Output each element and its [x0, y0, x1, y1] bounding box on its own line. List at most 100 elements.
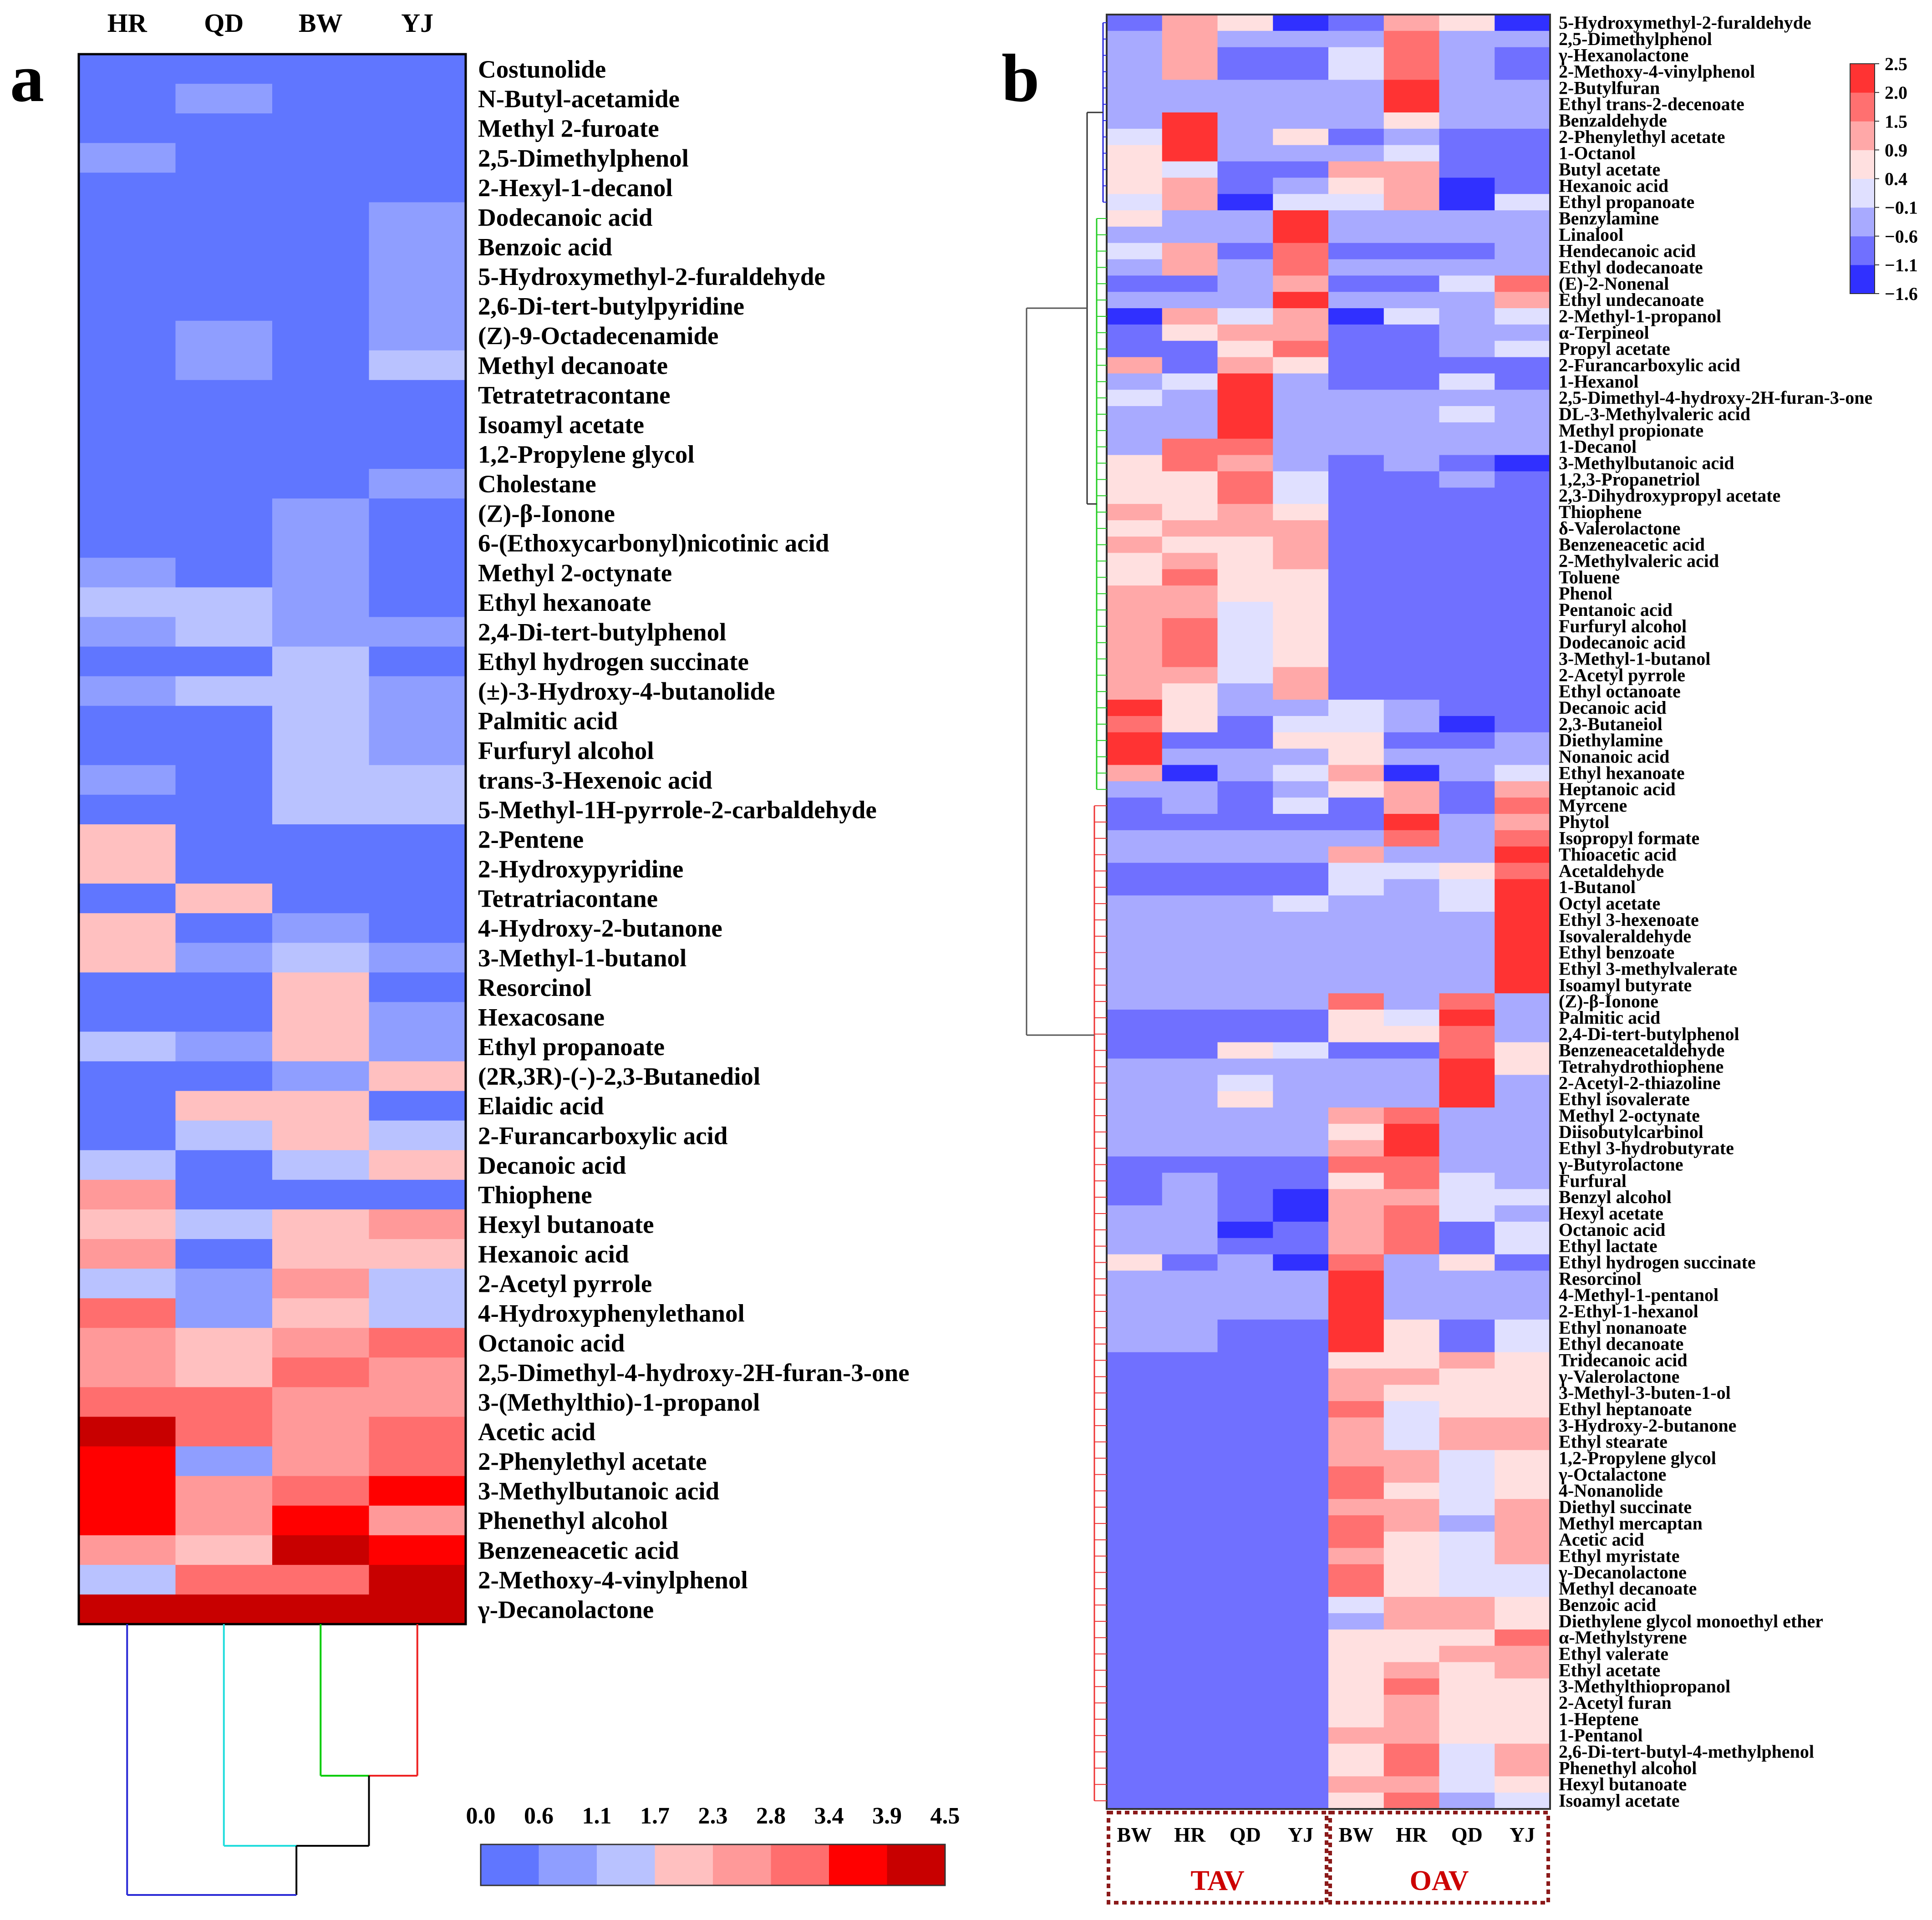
heatmap-cell: [175, 1298, 273, 1328]
heatmap-cell: [1107, 863, 1163, 879]
heatmap-cell: [1383, 292, 1439, 309]
heatmap-cell: [1162, 1531, 1218, 1549]
heatmap-cell: [1495, 1580, 1551, 1597]
heatmap-cell: [1495, 1711, 1551, 1728]
heatmap-cell: [1328, 308, 1384, 325]
heatmap-cell: [1495, 1254, 1551, 1271]
legend-tick-label: 1.1: [582, 1803, 612, 1829]
heatmap-cell: [79, 1298, 176, 1328]
heatmap-cell: [369, 320, 466, 351]
heatmap-cell: [1495, 1483, 1551, 1499]
heatmap-cell: [79, 84, 176, 114]
heatmap-cell: [1383, 1499, 1439, 1516]
heatmap-cell: [1217, 1646, 1273, 1662]
heatmap-cell: [1439, 895, 1495, 912]
heatmap-cell: [1273, 569, 1329, 586]
heatmap-cell: [1217, 1319, 1273, 1336]
heatmap-cell: [1217, 1238, 1273, 1255]
heatmap-cell: [272, 173, 369, 203]
heatmap-cell: [1162, 1597, 1218, 1614]
heatmap-cell: [1107, 96, 1163, 113]
heatmap-cell: [1495, 1515, 1551, 1532]
heatmap-cell: [1107, 259, 1163, 276]
heatmap-cell: [1107, 1760, 1163, 1777]
heatmap-cell: [1495, 830, 1551, 847]
heatmap-cell: [175, 54, 273, 84]
row-label: Hendecanoic acid: [1559, 241, 1696, 261]
row-label: Ethyl octanoate: [1559, 681, 1681, 701]
heatmap-cell: [1217, 716, 1273, 733]
heatmap-cell: [1162, 1466, 1218, 1483]
heatmap-cell: [79, 54, 176, 84]
heatmap-cell: [1383, 520, 1439, 537]
row-label: 1-Hexanol: [1559, 371, 1639, 391]
heatmap-cell: [272, 1594, 369, 1625]
heatmap-cell: [1107, 275, 1163, 292]
heatmap-cell: [369, 646, 466, 677]
heatmap-cell: [1162, 1319, 1218, 1336]
heatmap-cell: [175, 1476, 273, 1506]
heatmap-cell: [369, 943, 466, 973]
heatmap-cell: [1162, 178, 1218, 194]
row-label: 2,6-Di-tert-butyl-4-methylphenol: [1559, 1742, 1814, 1762]
heatmap-cell: [1107, 1042, 1163, 1059]
heatmap-cell: [1217, 1515, 1273, 1532]
heatmap-cell: [1217, 80, 1273, 97]
heatmap-cell: [1107, 1189, 1163, 1206]
row-label: Ethyl acetate: [1559, 1660, 1660, 1680]
row-label: Hexacosane: [478, 1003, 605, 1031]
heatmap-cell: [1328, 422, 1384, 439]
heatmap-cell: [1162, 438, 1218, 456]
heatmap-cell: [1273, 748, 1329, 765]
heatmap-cell: [369, 1002, 466, 1032]
heatmap-cell: [1273, 1646, 1329, 1662]
heatmap-cell: [1217, 1743, 1273, 1760]
heatmap-cell: [1328, 471, 1384, 488]
heatmap-cell: [1273, 1368, 1329, 1385]
heatmap-cell: [1162, 1793, 1218, 1809]
heatmap-cell: [1273, 650, 1329, 667]
heatmap-cell: [1383, 1140, 1439, 1157]
heatmap-cell: [1495, 1107, 1551, 1124]
row-label: (Z)-β-Ionone: [1559, 991, 1658, 1011]
row-label: Benzylamine: [1559, 208, 1659, 229]
row-label: 2-Methylvaleric acid: [1559, 551, 1719, 571]
row-label: 2-Acetyl pyrrole: [478, 1270, 652, 1298]
heatmap-cell: [1217, 357, 1273, 374]
heatmap-cell: [1273, 1711, 1329, 1728]
heatmap-cell: [1439, 275, 1495, 292]
heatmap-cell: [79, 1505, 176, 1536]
heatmap-cell: [1495, 455, 1551, 472]
row-label: Diethylamine: [1559, 730, 1663, 751]
heatmap-cell: [1162, 1662, 1218, 1679]
heatmap-cell: [1383, 863, 1439, 879]
row-label: 6-(Ethoxycarbonyl)nicotinic acid: [478, 529, 829, 557]
heatmap-cell: [1328, 455, 1384, 472]
heatmap-cell: [1273, 683, 1329, 700]
heatmap-cell: [1439, 1548, 1495, 1564]
heatmap-cell: [1328, 1613, 1384, 1630]
heatmap-cell: [1383, 1466, 1439, 1483]
heatmap-cell: [1217, 569, 1273, 586]
heatmap-cell: [272, 320, 369, 351]
heatmap-cell: [1217, 1042, 1273, 1059]
heatmap-cell: [1439, 1760, 1495, 1777]
heatmap-cell: [1162, 912, 1218, 929]
heatmap-cell: [1495, 406, 1551, 423]
heatmap-cell: [1383, 1270, 1439, 1287]
heatmap-cell: [272, 409, 369, 440]
heatmap-cell: [369, 1357, 466, 1387]
heatmap-cell: [1495, 438, 1551, 456]
heatmap-cell: [1495, 1433, 1551, 1451]
heatmap-cell: [272, 824, 369, 854]
heatmap-cell: [1328, 1695, 1384, 1712]
heatmap-cell: [1328, 895, 1384, 912]
heatmap-cell: [1217, 1254, 1273, 1271]
heatmap-cell: [1107, 944, 1163, 961]
row-label: Ethyl decanoate: [1559, 1334, 1683, 1354]
heatmap-cell: [1162, 340, 1218, 358]
heatmap-cell: [369, 617, 466, 647]
heatmap-cell: [272, 291, 369, 321]
heatmap-cell: [369, 202, 466, 232]
heatmap-cell: [1162, 1026, 1218, 1043]
